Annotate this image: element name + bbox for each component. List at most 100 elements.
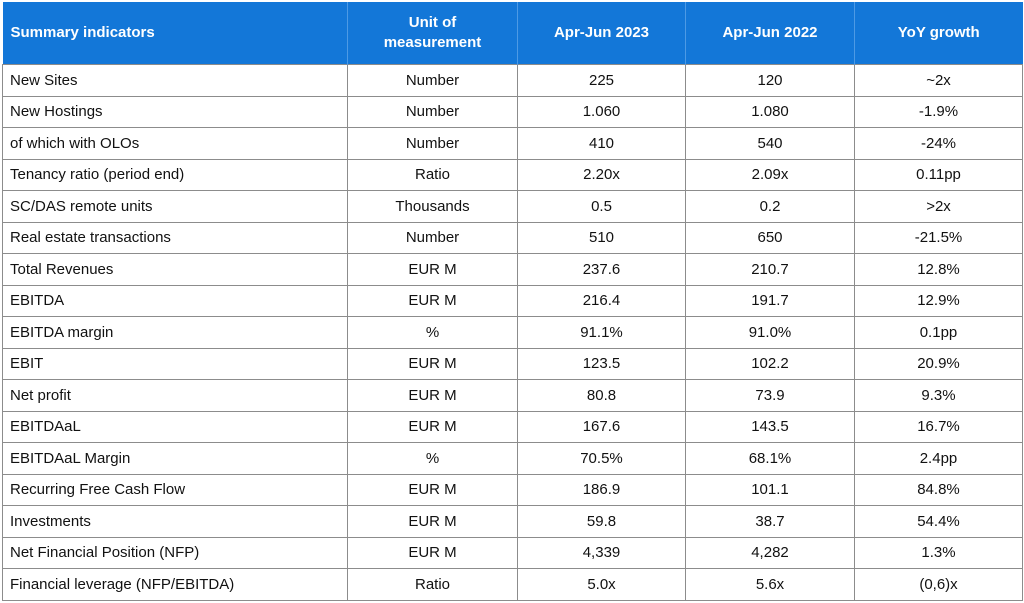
header-apr-jun-2022: Apr-Jun 2022 [685,2,855,65]
indicator-cell: SC/DAS remote units [2,190,348,223]
apr-jun-2022-cell: 2.09x [685,158,855,191]
apr-jun-2023-cell: 123.5 [517,347,686,380]
header-unit-line2: measurement [383,34,482,51]
apr-jun-2022-cell: 1.080 [685,95,855,128]
indicator-cell: Investments [2,505,348,538]
apr-jun-2022-cell: 650 [685,221,855,254]
indicator-cell: Tenancy ratio (period end) [2,158,348,191]
indicator-cell: New Hostings [2,95,348,128]
apr-jun-2022-cell: 191.7 [685,284,855,317]
unit-cell: EUR M [347,253,518,286]
apr-jun-2023-cell: 1.060 [517,95,686,128]
yoy-growth-cell: 84.8% [854,473,1023,506]
apr-jun-2023-cell: 2.20x [517,158,686,191]
yoy-growth-cell: >2x [854,190,1023,223]
apr-jun-2022-cell: 101.1 [685,473,855,506]
unit-cell: Number [347,127,518,160]
apr-jun-2023-cell: 0.5 [517,190,686,223]
apr-jun-2023-cell: 4,339 [517,536,686,569]
table-row: EBITDA EUR M 216.4 191.7 12.9% [2,284,1023,317]
table-row: New Sites Number 225 120 ~2x [2,64,1023,97]
unit-cell: % [347,442,518,475]
unit-cell: EUR M [347,379,518,412]
apr-jun-2022-cell: 4,282 [685,536,855,569]
apr-jun-2022-cell: 68.1% [685,442,855,475]
yoy-growth-cell: 12.8% [854,253,1023,286]
yoy-growth-cell: 12.9% [854,284,1023,317]
header-yoy-growth: YoY growth [854,2,1023,65]
unit-cell: Number [347,95,518,128]
apr-jun-2023-cell: 70.5% [517,442,686,475]
apr-jun-2022-cell: 38.7 [685,505,855,538]
unit-cell: Number [347,64,518,97]
yoy-growth-cell: (0,6)x [854,568,1023,601]
header-unit-of-measurement: Unit of measurement [347,2,518,65]
indicator-cell: EBIT [2,347,348,380]
yoy-growth-cell: 54.4% [854,505,1023,538]
header-apr-jun-2023: Apr-Jun 2023 [517,2,686,65]
table-row: EBITDAaL EUR M 167.6 143.5 16.7% [2,410,1023,443]
apr-jun-2023-cell: 510 [517,221,686,254]
table-row: New Hostings Number 1.060 1.080 -1.9% [2,95,1023,128]
apr-jun-2022-cell: 0.2 [685,190,855,223]
apr-jun-2023-cell: 167.6 [517,410,686,443]
yoy-growth-cell: ~2x [854,64,1023,97]
apr-jun-2023-cell: 91.1% [517,316,686,349]
yoy-growth-cell: -24% [854,127,1023,160]
unit-cell: Ratio [347,568,518,601]
indicator-cell: EBITDA [2,284,348,317]
header-unit-line1: Unit of [408,14,457,31]
unit-cell: % [347,316,518,349]
table-row: Real estate transactions Number 510 650 -21.… [2,221,1023,254]
indicator-cell: Real estate transactions [2,221,348,254]
unit-cell: EUR M [347,536,518,569]
yoy-growth-cell: 16.7% [854,410,1023,443]
table-row: SC/DAS remote units Thousands 0.5 0.2 >2x [2,190,1023,223]
table-header-row: Summary indicators Unit of measurement A… [2,2,1023,65]
apr-jun-2023-cell: 216.4 [517,284,686,317]
indicator-cell: Recurring Free Cash Flow [2,473,348,506]
yoy-growth-cell: -21.5% [854,221,1023,254]
yoy-growth-cell: 1.3% [854,536,1023,569]
table-row: EBIT EUR M 123.5 102.2 20.9% [2,347,1023,380]
apr-jun-2022-cell: 210.7 [685,253,855,286]
apr-jun-2023-cell: 237.6 [517,253,686,286]
table-row: Recurring Free Cash Flow EUR M 186.9 101.1 8… [2,473,1023,506]
apr-jun-2022-cell: 120 [685,64,855,97]
unit-cell: EUR M [347,505,518,538]
apr-jun-2023-cell: 59.8 [517,505,686,538]
unit-cell: Number [347,221,518,254]
apr-jun-2022-cell: 5.6x [685,568,855,601]
unit-cell: EUR M [347,473,518,506]
indicator-cell: Total Revenues [2,253,348,286]
indicator-cell: Net profit [2,379,348,412]
table-row: Net profit EUR M 80.8 73.9 9.3% [2,379,1023,412]
yoy-growth-cell: -1.9% [854,95,1023,128]
table-row: Financial leverage (NFP/EBITDA) Ratio 5.0x… [2,568,1023,601]
table-row: Tenancy ratio (period end) Ratio 2.20x 2.09… [2,158,1023,191]
unit-cell: Ratio [347,158,518,191]
indicator-cell: EBITDA margin [2,316,348,349]
table-body: New Sites Number 225 120 ~2x New Hostings Numb… [2,64,1023,601]
table-row: Investments EUR M 59.8 38.7 54.4% [2,505,1023,538]
apr-jun-2022-cell: 540 [685,127,855,160]
yoy-growth-cell: 0.11pp [854,158,1023,191]
apr-jun-2023-cell: 5.0x [517,568,686,601]
table-row: Net Financial Position (NFP) EUR M 4,339 4,… [2,536,1023,569]
unit-cell: EUR M [347,284,518,317]
apr-jun-2023-cell: 186.9 [517,473,686,506]
table-row: EBITDA margin% 91.1% 91.0% 0.1pp [2,316,1023,349]
indicator-cell: EBITDAaL [2,410,348,443]
apr-jun-2022-cell: 91.0% [685,316,855,349]
yoy-growth-cell: 9.3% [854,379,1023,412]
indicator-cell: Net Financial Position (NFP) [2,536,348,569]
unit-cell: EUR M [347,347,518,380]
apr-jun-2023-cell: 225 [517,64,686,97]
indicator-cell: New Sites [2,64,348,97]
indicator-cell: EBITDAaL Margin [2,442,348,475]
yoy-growth-cell: 20.9% [854,347,1023,380]
apr-jun-2023-cell: 80.8 [517,379,686,412]
table-row: of which with OLOs Number 410 540 -24% [2,127,1023,160]
